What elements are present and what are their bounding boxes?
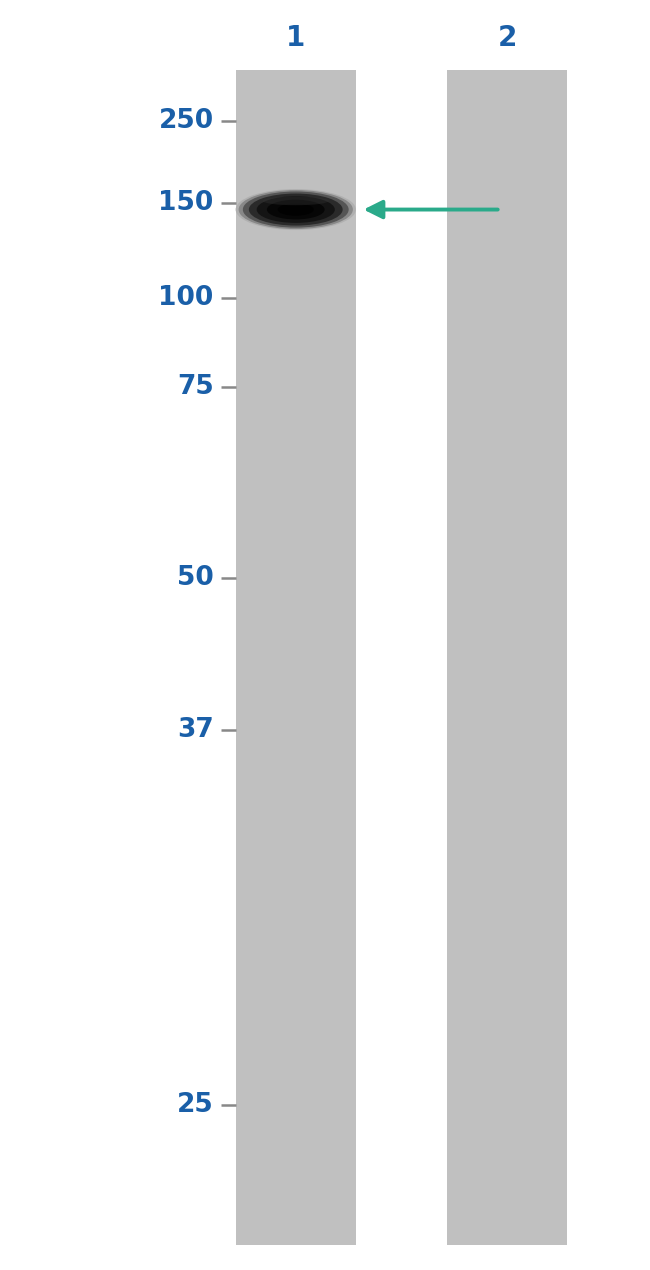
Text: 37: 37	[177, 718, 213, 743]
Bar	[236, 70, 356, 1245]
Ellipse shape	[263, 197, 329, 206]
Ellipse shape	[243, 192, 348, 227]
Text: 50: 50	[177, 565, 213, 591]
Ellipse shape	[239, 190, 353, 229]
Text: 2: 2	[497, 24, 517, 52]
Ellipse shape	[249, 193, 343, 226]
Text: 100: 100	[159, 286, 213, 311]
Ellipse shape	[278, 203, 314, 216]
Bar	[447, 70, 567, 1245]
Text: 75: 75	[177, 375, 213, 400]
Text: 25: 25	[177, 1092, 213, 1118]
Ellipse shape	[267, 199, 324, 220]
Ellipse shape	[257, 197, 335, 222]
Ellipse shape	[235, 189, 356, 230]
Text: 1: 1	[286, 24, 306, 52]
Text: 150: 150	[159, 190, 213, 216]
Text: 250: 250	[159, 108, 213, 133]
